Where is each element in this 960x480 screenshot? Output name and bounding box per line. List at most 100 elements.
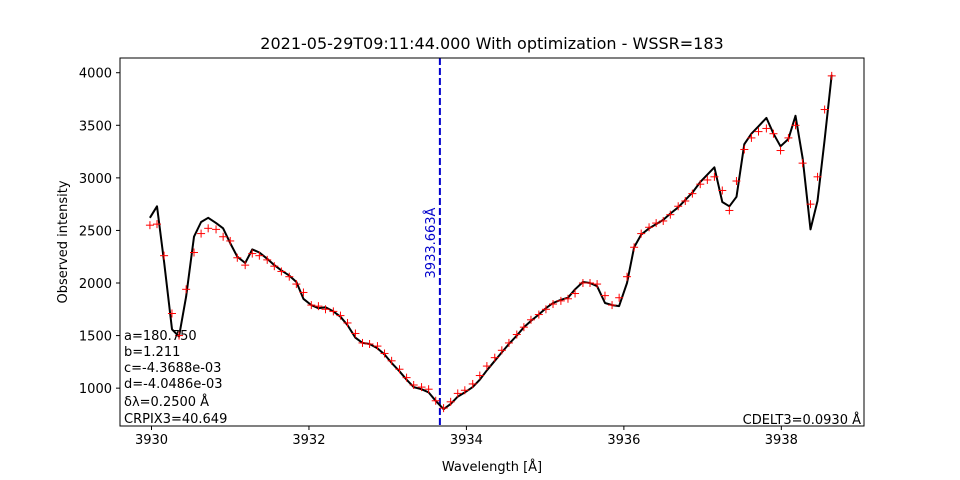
observed-point (219, 232, 228, 241)
x-tick-label: 3930 (135, 433, 168, 448)
observed-point (593, 280, 602, 289)
axes-frame (119, 57, 865, 427)
observed-point (314, 302, 323, 311)
observed-point (175, 331, 184, 340)
observed-point (153, 220, 162, 229)
x-axis-title: Wavelength [Å] (442, 459, 542, 475)
observed-point (718, 186, 727, 195)
observed-point (608, 301, 617, 310)
observed-point (402, 373, 411, 382)
observed-point (645, 223, 654, 232)
observed-point (652, 219, 661, 228)
observed-point (674, 202, 683, 211)
observed-point (145, 221, 154, 230)
observed-point (710, 172, 719, 181)
observed-point (681, 196, 690, 205)
observed-point (241, 261, 250, 270)
observed-point (204, 224, 213, 233)
observed-point (439, 404, 448, 413)
observed-point (475, 371, 484, 380)
observed-point (270, 262, 279, 271)
observed-point (321, 305, 330, 314)
y-tick-label: 2000 (79, 277, 112, 292)
observed-point (754, 127, 763, 136)
observed-point (197, 229, 206, 238)
vline-label: 3933.663Å (423, 207, 439, 278)
observed-point (526, 315, 535, 324)
observed-point (534, 310, 543, 319)
param-a: a=180.750 (124, 329, 197, 344)
observed-point (703, 175, 712, 184)
observed-point (490, 353, 499, 362)
observed-point (453, 389, 462, 398)
observed-point (813, 172, 822, 181)
x-tick-label: 3936 (607, 433, 640, 448)
observed-point (329, 307, 338, 316)
observed-point (307, 301, 316, 310)
param-cdelt3: CDELT3=0.0930 Å (743, 412, 861, 428)
observed-point (424, 385, 433, 394)
observed-marker-layer (145, 71, 836, 413)
observed-point (233, 253, 242, 262)
observed-point (696, 180, 705, 189)
x-tick-label: 3932 (292, 433, 325, 448)
observed-point (732, 177, 741, 186)
observed-point (460, 386, 469, 395)
observed-point (784, 133, 793, 142)
observed-point (226, 236, 235, 245)
observed-point (468, 379, 477, 388)
observed-point (277, 267, 286, 276)
observed-point (659, 216, 668, 225)
observed-point (409, 380, 418, 389)
x-tick-label: 3938 (765, 433, 798, 448)
observed-point (380, 349, 389, 358)
y-tick-label: 2500 (79, 224, 112, 239)
observed-point (806, 200, 815, 209)
observed-point (820, 105, 829, 114)
observed-point (299, 288, 308, 297)
observed-point (541, 305, 550, 314)
observed-point (387, 356, 396, 365)
observed-point (482, 362, 491, 371)
plot-area (145, 58, 836, 426)
observed-point (556, 296, 565, 305)
y-tick-label: 1500 (79, 330, 112, 345)
observed-point (563, 294, 572, 303)
observed-point (762, 124, 771, 133)
observed-point (285, 272, 294, 281)
param-crpix3: CRPIX3=40.649 (124, 412, 227, 427)
observed-point (776, 146, 785, 155)
observed-point (365, 339, 374, 348)
y-axis: 1000 1500 2000 2500 3000 3500 4000 (79, 67, 120, 397)
param-d: d=-4.0486e-03 (124, 377, 223, 392)
observed-point (600, 291, 609, 300)
chart-title: 2021-05-29T09:11:44.000 With optimizatio… (260, 34, 723, 53)
observed-point (431, 396, 440, 405)
observed-point (637, 229, 646, 238)
observed-point (549, 300, 558, 309)
param-b: b=1.211 (124, 345, 180, 360)
observed-point (725, 206, 734, 215)
x-tick-label: 3934 (450, 433, 483, 448)
observed-point (798, 159, 807, 168)
observed-point (497, 346, 506, 355)
observed-point (263, 255, 272, 264)
y-tick-label: 3000 (79, 172, 112, 187)
observed-point (446, 397, 455, 406)
y-tick-label: 3500 (79, 119, 112, 134)
observed-point (373, 342, 382, 351)
observed-point (571, 289, 580, 298)
observed-point (212, 225, 221, 234)
observed-point (160, 251, 169, 260)
observed-point (615, 293, 624, 302)
observed-point (519, 323, 528, 332)
observed-point (586, 279, 595, 288)
param-c: c=-4.3688e-03 (124, 361, 221, 376)
observed-point (578, 279, 587, 288)
observed-point (769, 129, 778, 138)
observed-point (688, 189, 697, 198)
observed-point (747, 133, 756, 142)
observed-point (190, 248, 199, 257)
